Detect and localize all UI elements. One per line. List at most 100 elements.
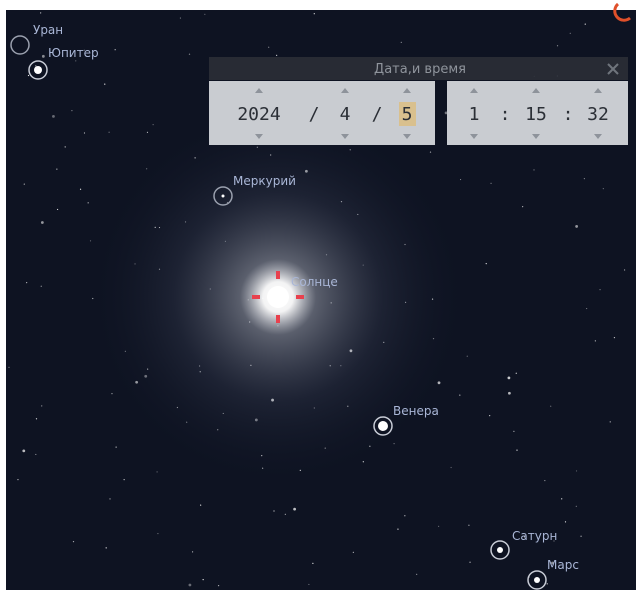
planet[interactable] [222,195,225,198]
star [312,563,313,564]
star [576,470,577,471]
star [489,415,490,416]
star [22,450,25,453]
star [41,221,44,224]
star [508,392,511,395]
separator: / [372,104,383,125]
star [90,240,91,241]
star [401,42,402,43]
star [550,406,551,407]
star [308,584,309,585]
star [565,521,566,522]
planet[interactable] [34,66,42,74]
object-label: Меркурий [233,174,296,188]
star [35,65,36,66]
star [71,110,72,111]
star [430,152,431,153]
star [533,169,534,170]
star [508,376,511,379]
day-field[interactable]: 5 [402,104,413,125]
star [603,188,604,189]
date-time-dialog: Дата,и время 2024 / 4 / 5 1 : 15 : 32 [209,57,628,145]
star [522,206,523,207]
star [467,356,468,357]
planet[interactable] [378,421,388,431]
star [218,585,219,586]
star [544,480,545,481]
star [192,551,193,552]
star [576,506,577,507]
separator: / [309,104,320,125]
star [84,132,85,133]
second-field[interactable]: 32 [587,104,609,125]
star [584,178,585,179]
star [285,514,286,515]
star [124,479,125,480]
star [115,49,116,50]
star [516,450,517,451]
dialog-title: Дата,и время [374,62,466,77]
star [404,515,405,516]
star [451,467,452,468]
star [397,529,398,530]
star [595,340,596,341]
star [189,54,190,55]
star [111,393,112,394]
star [65,146,66,147]
minute-field[interactable]: 15 [525,104,547,125]
star [585,23,586,24]
star [468,525,469,526]
star [580,536,581,537]
star [416,574,417,575]
sun[interactable] [267,286,289,308]
star [109,498,110,499]
star [157,533,158,534]
year-field[interactable]: 2024 [237,104,280,125]
star [75,60,76,61]
month-field[interactable]: 4 [340,104,351,125]
star [116,446,117,447]
star [108,132,109,133]
star [104,84,105,85]
planet[interactable] [497,547,503,553]
star [314,13,315,14]
star [353,552,354,553]
star [153,124,154,125]
separator: : [500,104,511,125]
object-label: Сатурн [512,529,557,543]
object-label: Марс [547,558,579,572]
star [56,168,57,169]
star [460,179,461,180]
star [268,47,269,48]
star [273,510,274,511]
star [28,75,29,76]
star [24,184,25,185]
star [156,471,157,472]
star [516,373,517,374]
star [189,584,192,587]
star [624,269,625,270]
star [57,209,58,210]
star [80,189,81,190]
star [459,395,460,396]
object-label: Венера [393,404,439,418]
star [599,289,600,290]
star [586,308,587,309]
star [570,33,571,34]
star [73,541,74,542]
star [42,55,45,58]
star [276,55,277,56]
star [106,547,107,548]
star [36,418,37,419]
planet[interactable] [534,577,540,583]
star [438,526,439,527]
hour-field[interactable]: 1 [469,104,480,125]
star [204,14,205,15]
star [469,562,470,563]
star [614,337,615,338]
star [52,115,55,118]
star [41,286,42,287]
star [40,12,41,13]
star [35,454,36,455]
star [17,479,18,480]
